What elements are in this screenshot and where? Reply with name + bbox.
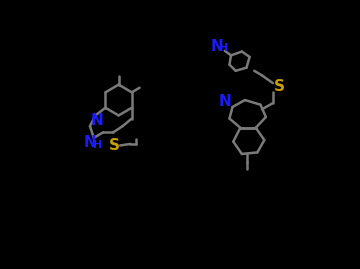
Text: S: S [274,79,284,94]
Text: H: H [93,140,102,150]
Text: H: H [219,43,229,53]
Text: N: N [91,113,103,128]
Text: N: N [84,135,96,150]
Text: N: N [211,39,224,54]
Text: N: N [219,94,231,109]
Text: S: S [109,138,120,153]
